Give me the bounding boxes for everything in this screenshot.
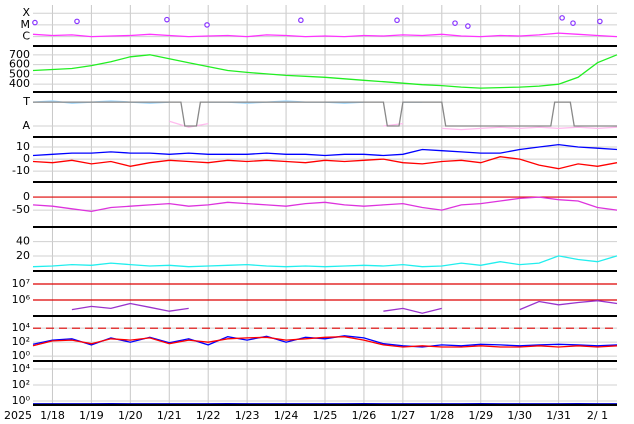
flare-marker	[452, 20, 458, 26]
y-tick-label: 20	[16, 249, 30, 262]
flare-marker	[559, 15, 565, 21]
x-tick-label: 1/31	[546, 409, 571, 422]
series-line	[32, 255, 618, 268]
y-tick-label: 0	[23, 152, 30, 165]
flare-marker	[597, 18, 603, 25]
y-tick-label: T	[22, 95, 30, 108]
series-line	[32, 335, 618, 348]
y-tick-label: 400	[9, 77, 30, 90]
x-tick-label: 1/27	[391, 409, 416, 422]
y-tick-label: 10	[16, 140, 30, 153]
x-tick-label: 1/22	[196, 409, 221, 422]
x-tick-label: 1/19	[79, 409, 104, 422]
y-tick-label: 500	[9, 67, 30, 80]
y-tick-label: A	[22, 119, 30, 132]
series-line	[32, 336, 618, 348]
x-tick-label: 1/23	[235, 409, 260, 422]
y-tick-label: C	[22, 30, 30, 43]
y-tick-label: X	[22, 6, 30, 19]
series-line	[71, 300, 618, 314]
flare-marker	[74, 18, 80, 25]
flare-marker	[32, 19, 38, 26]
x-tick-label: 1/29	[468, 409, 493, 422]
x-tick-label: 1/21	[157, 409, 182, 422]
y-tick-label: 10⁴	[12, 321, 31, 334]
y-tick-label: M	[21, 18, 31, 31]
x-tick-label: 1/28	[429, 409, 454, 422]
series-line	[33, 101, 617, 127]
y-tick-label: 40	[16, 235, 30, 248]
y-tick-label: 10⁴	[12, 362, 31, 375]
flare-marker	[164, 16, 170, 23]
y-tick-label: 10⁰	[12, 394, 31, 407]
y-tick-label: -10	[12, 164, 30, 177]
flare-marker	[465, 23, 471, 29]
flare-marker	[570, 20, 576, 26]
x-tick-label: 1/18	[40, 409, 65, 422]
x-tick-label: 1/30	[507, 409, 532, 422]
x-tick-label: 1/20	[118, 409, 143, 422]
y-tick-label: -50	[12, 203, 30, 216]
y-tick-label: 10²	[12, 335, 30, 348]
y-tick-label: 10²	[12, 378, 30, 391]
y-tick-label: 10⁶	[12, 293, 31, 306]
flare-marker	[204, 22, 210, 28]
y-tick-label: 0	[23, 190, 30, 203]
x-tick-label: 1/26	[352, 409, 377, 422]
flare-marker	[298, 17, 304, 24]
x-tick-label: 1/24	[274, 409, 299, 422]
series-line	[32, 156, 618, 170]
series-line	[32, 196, 618, 213]
y-tick-label: 700	[9, 48, 30, 61]
year-label: 2025	[4, 409, 32, 422]
x-tick-label: 1/25	[313, 409, 338, 422]
y-tick-label: 10⁰	[12, 349, 31, 362]
series-line	[32, 143, 618, 157]
series-line	[32, 54, 618, 89]
series-line	[32, 32, 618, 38]
y-tick-label: 600	[9, 58, 30, 71]
flare-marker	[394, 17, 400, 24]
x-tick-label: 2/ 1	[587, 409, 608, 422]
y-tick-label: 10⁷	[12, 277, 30, 290]
